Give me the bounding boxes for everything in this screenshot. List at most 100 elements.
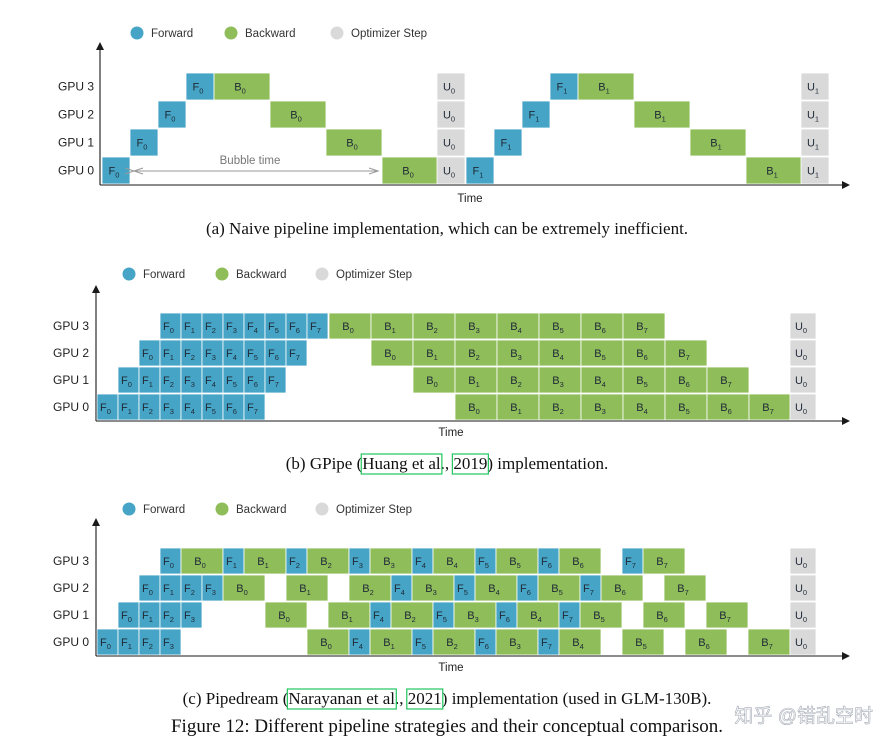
backward-block: B2 (348, 574, 392, 602)
svg-text:B5: B5 (636, 375, 648, 389)
svg-text:F1: F1 (121, 637, 132, 651)
svg-text:F7: F7 (289, 348, 300, 362)
forward-block: F7 (558, 601, 581, 629)
svg-text:F0: F0 (121, 375, 132, 389)
backward-block: B0 (412, 366, 456, 394)
forward-block: F3 (222, 312, 245, 340)
backward-block: B2 (454, 339, 498, 367)
gpu-label-gpu0: GPU 0 (58, 164, 94, 178)
backward-block: B1 (577, 72, 635, 101)
gpu-label-gpu1: GPU 1 (58, 136, 94, 150)
svg-text:F3: F3 (226, 321, 237, 335)
svg-text:F1: F1 (501, 138, 512, 152)
svg-text:B5: B5 (551, 583, 563, 597)
legend-backward-swatch (224, 26, 238, 40)
forward-block: F6 (285, 312, 308, 340)
forward-block: F5 (474, 547, 497, 575)
backward-block: B2 (496, 366, 540, 394)
svg-text:F7: F7 (562, 610, 573, 624)
backward-block: B5 (622, 366, 666, 394)
forward-block: F7 (579, 574, 602, 602)
svg-text:F1: F1 (142, 610, 153, 624)
svg-text:B4: B4 (636, 402, 648, 416)
svg-text:B5: B5 (678, 402, 690, 416)
svg-text:F3: F3 (205, 583, 216, 597)
svg-text:F3: F3 (184, 375, 195, 389)
optimizer-block: U0 (789, 312, 817, 340)
forward-block: F6 (474, 628, 497, 656)
svg-text:F1: F1 (142, 375, 153, 389)
svg-text:F6: F6 (226, 402, 237, 416)
backward-block: B7 (642, 547, 686, 575)
backward-block: B6 (558, 547, 602, 575)
backward-block: B7 (748, 393, 792, 421)
backward-block: B3 (538, 366, 582, 394)
legend-optimizer-step-label: Optimizer Step (336, 269, 412, 281)
svg-text:F0: F0 (165, 110, 176, 124)
forward-block: F2 (159, 366, 182, 394)
svg-text:B2: B2 (552, 402, 564, 416)
svg-text:B0: B0 (468, 402, 480, 416)
backward-block: B4 (558, 628, 602, 656)
forward-block: F0 (138, 574, 161, 602)
optimizer-block: U0 (436, 128, 466, 157)
citation-link-box[interactable] (360, 453, 443, 475)
svg-text:B6: B6 (614, 583, 626, 597)
gpu-label-gpu2: GPU 2 (53, 346, 89, 360)
backward-block: B3 (580, 393, 624, 421)
svg-text:F4: F4 (247, 321, 258, 335)
backward-block: B6 (706, 393, 750, 421)
caption-a: (a) Naive pipeline implementation, which… (206, 219, 688, 238)
svg-text:F5: F5 (268, 321, 279, 335)
citation-link-box[interactable] (286, 688, 397, 710)
svg-text:F5: F5 (415, 637, 426, 651)
forward-block: F1 (493, 128, 523, 157)
forward-block: F4 (180, 393, 203, 421)
svg-text:B3: B3 (425, 583, 437, 597)
forward-block: F4 (201, 366, 224, 394)
citation-link-box[interactable] (406, 688, 444, 710)
forward-block: F0 (138, 339, 161, 367)
legend-optimizer-step-swatch (330, 26, 344, 40)
backward-block: B1 (496, 393, 540, 421)
svg-text:B7: B7 (719, 610, 731, 624)
svg-text:F3: F3 (163, 402, 174, 416)
forward-block: F4 (411, 547, 434, 575)
backward-block: B6 (642, 601, 686, 629)
svg-text:F7: F7 (310, 321, 321, 335)
legend-optimizer-step-swatch (315, 267, 329, 281)
backward-block: B3 (369, 547, 413, 575)
svg-text:F2: F2 (163, 610, 174, 624)
svg-text:F0: F0 (100, 637, 111, 651)
forward-block: F0 (96, 628, 119, 656)
forward-block: F4 (348, 628, 371, 656)
forward-block: F0 (159, 312, 182, 340)
svg-text:B6: B6 (636, 348, 648, 362)
backward-block: B6 (684, 628, 728, 656)
backward-block: B5 (538, 312, 582, 340)
optimizer-block: U1 (800, 156, 830, 185)
citation-link-box[interactable] (451, 453, 489, 475)
backward-block: B5 (579, 601, 623, 629)
legend-backward-label: Backward (236, 504, 287, 516)
legend-backward-label: Backward (245, 28, 296, 40)
svg-text:F1: F1 (529, 110, 540, 124)
forward-block: F2 (138, 628, 161, 656)
svg-text:B0: B0 (402, 166, 414, 180)
svg-text:F0: F0 (137, 138, 148, 152)
svg-text:F6: F6 (541, 556, 552, 570)
forward-block: F3 (201, 339, 224, 367)
backward-block: B6 (600, 574, 644, 602)
svg-text:F1: F1 (226, 556, 237, 570)
svg-text:B0: B0 (384, 348, 396, 362)
svg-text:B6: B6 (572, 556, 584, 570)
forward-block: F5 (432, 601, 455, 629)
svg-text:F3: F3 (352, 556, 363, 570)
svg-text:B1: B1 (598, 82, 610, 96)
backward-block: B4 (474, 574, 518, 602)
caption-b: (b) GPipe (Huang et al., 2019) implement… (286, 454, 608, 473)
forward-block: F4 (243, 312, 266, 340)
svg-text:B5: B5 (635, 637, 647, 651)
svg-text:F7: F7 (541, 637, 552, 651)
forward-block: F1 (222, 547, 245, 575)
